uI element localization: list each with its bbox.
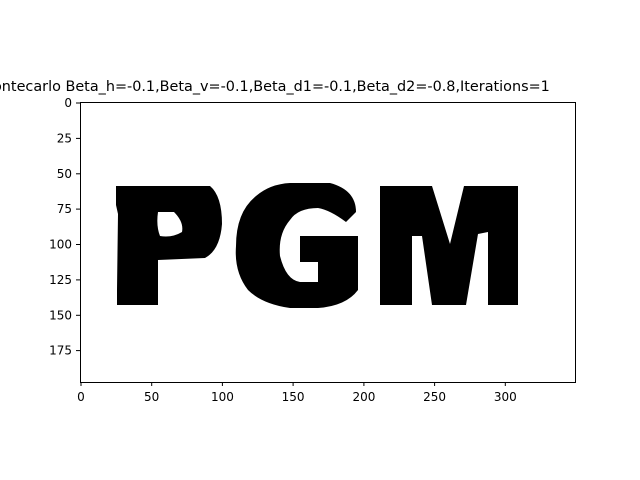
x-tick-label: 100 — [211, 390, 234, 404]
x-tick-label: 300 — [494, 390, 517, 404]
y-tick-label: 75 — [57, 202, 72, 216]
plot-title-text: ontecarlo Beta_h=-0.1,Beta_v=-0.1,Beta_d… — [0, 79, 550, 95]
y-axis — [76, 102, 80, 352]
plot-title: ontecarlo Beta_h=-0.1,Beta_v=-0.1,Beta_d… — [0, 79, 640, 99]
binary-image — [116, 183, 518, 308]
y-tick-label: 125 — [49, 273, 72, 287]
y-tick-label: 50 — [57, 167, 72, 181]
x-tick-label: 50 — [144, 390, 159, 404]
x-tick-label: 150 — [282, 390, 305, 404]
x-tick-label: 250 — [423, 390, 446, 404]
letter-p-shape — [116, 186, 222, 305]
letter-m-shape — [380, 186, 518, 305]
y-tick-labels: 0 25 50 75 100 125 150 175 — [49, 96, 72, 358]
letter-g-shape — [235, 183, 358, 308]
x-tick-label: 0 — [77, 390, 85, 404]
x-axis — [80, 382, 506, 386]
x-tick-label: 200 — [352, 390, 375, 404]
y-tick-label: 0 — [64, 96, 72, 110]
y-tick-label: 150 — [49, 308, 72, 322]
y-tick-label: 175 — [49, 344, 72, 358]
y-tick-label: 25 — [57, 131, 72, 145]
x-tick-labels: 0 50 100 150 200 250 300 — [77, 390, 517, 404]
y-tick-label: 100 — [49, 238, 72, 252]
